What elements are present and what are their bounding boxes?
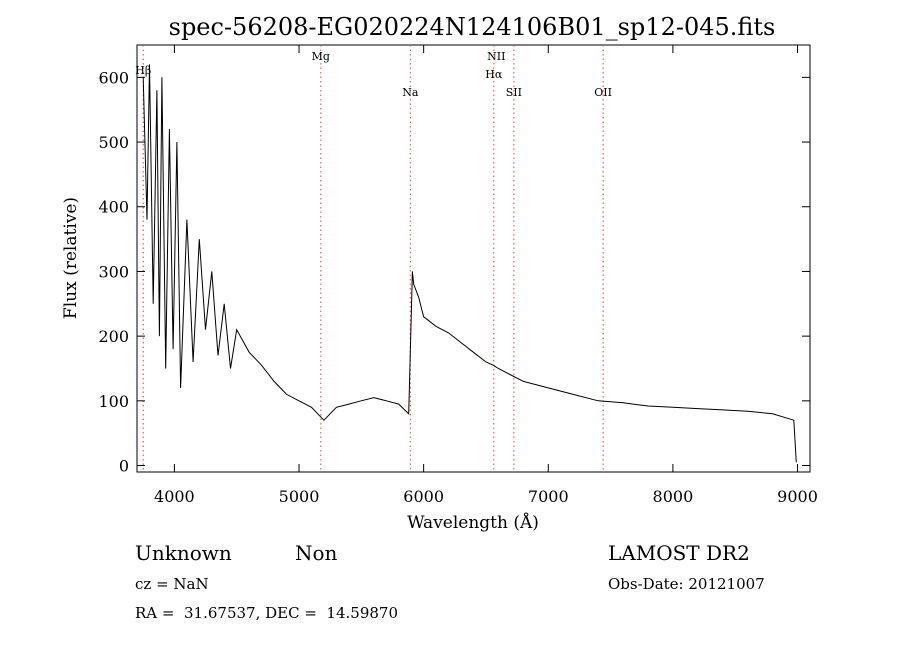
y-tick-label: 600 — [98, 68, 129, 87]
cz-value: cz = NaN — [135, 575, 209, 593]
ref-line-label: SII — [506, 86, 522, 99]
x-tick-label: 4000 — [154, 487, 195, 506]
series-line — [142, 64, 797, 463]
y-tick-label: 100 — [98, 392, 129, 411]
plot-frame — [136, 44, 811, 473]
x-tick-label: 9000 — [777, 487, 818, 506]
axes: 4000 5000 6000 7000 8000 9000 0 100 200 300 400 500… — [98, 45, 818, 506]
y-tick-label: 300 — [98, 262, 129, 281]
observation-date: Obs-Date: 20121007 — [608, 575, 765, 593]
y-tick-label: 200 — [98, 327, 129, 346]
survey-name: LAMOST DR2 — [608, 541, 750, 565]
ref-line-label: Hβ — [135, 64, 151, 77]
ref-line-label: Hα — [485, 68, 503, 81]
x-tick-label: 7000 — [528, 487, 569, 506]
object-subtype: Non — [295, 541, 338, 565]
x-tick-label: 6000 — [403, 487, 444, 506]
ra-dec: RA = 31.67537, DEC = 14.59870 — [135, 604, 399, 622]
series-group — [142, 64, 797, 463]
ref-line-label: OII — [594, 86, 612, 99]
x-tick-label: 8000 — [653, 487, 694, 506]
y-tick-label: 500 — [98, 133, 129, 152]
y-tick-label: 400 — [98, 198, 129, 217]
ref-line-label: NII — [487, 50, 505, 63]
object-type: Unknown — [135, 541, 232, 565]
ref-line-label: Mg — [312, 50, 330, 63]
ref-line-label: Na — [402, 86, 419, 99]
x-tick-label: 5000 — [279, 487, 320, 506]
x-axis-label: Wavelength (Å) — [407, 512, 539, 533]
y-tick-label: 0 — [119, 457, 129, 476]
chart-title: spec-56208-EG020224N124106B01_sp12-045.f… — [169, 13, 776, 41]
y-axis-label: Flux (relative) — [61, 197, 81, 319]
